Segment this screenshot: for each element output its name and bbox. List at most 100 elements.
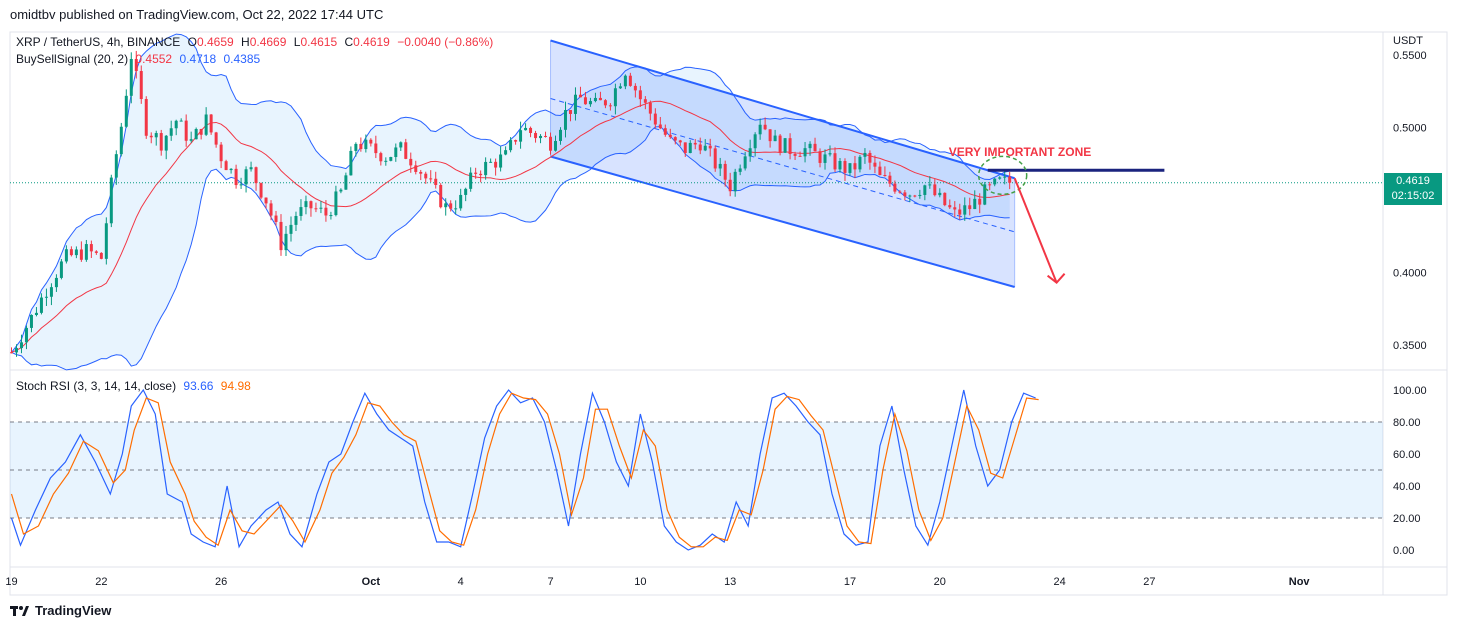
- candle: [509, 137, 513, 153]
- stoch-tick-label: 40.00: [1393, 481, 1421, 493]
- candle-body: [938, 192, 942, 196]
- stoch-name[interactable]: Stoch RSI (3, 3, 14, 14, close): [16, 379, 177, 393]
- candle-body: [603, 100, 607, 106]
- candle-body: [608, 105, 612, 107]
- candle: [499, 146, 503, 172]
- candle: [349, 146, 353, 176]
- candle-body: [578, 94, 582, 98]
- candle-body: [593, 97, 597, 102]
- candle: [199, 128, 203, 140]
- candle: [389, 156, 393, 162]
- candle: [64, 245, 68, 264]
- candle-body: [494, 161, 498, 168]
- candle: [299, 199, 303, 221]
- candle-body: [544, 135, 548, 137]
- candle: [803, 141, 807, 163]
- time-tick-label: 7: [547, 576, 553, 588]
- candle: [314, 202, 318, 213]
- candle-body: [988, 184, 992, 186]
- candle-body: [99, 252, 103, 259]
- candle-body: [209, 114, 213, 133]
- footer-brand[interactable]: TradingView: [35, 603, 112, 618]
- candle: [833, 147, 837, 172]
- candle-body: [454, 208, 458, 210]
- candle-body: [289, 224, 293, 234]
- candle: [269, 200, 273, 221]
- close-label: C0.4619: [344, 35, 390, 49]
- candle: [868, 150, 872, 170]
- candle: [753, 132, 757, 157]
- candle-body: [169, 128, 173, 136]
- candle: [109, 174, 113, 228]
- open-label: O0.4659: [187, 35, 234, 49]
- candle: [399, 141, 403, 151]
- candle-body: [254, 167, 258, 184]
- candle: [479, 170, 483, 183]
- candle-body: [249, 167, 253, 170]
- candle-body: [409, 158, 413, 166]
- price-tick-label: 0.4000: [1393, 268, 1427, 280]
- low-label: L0.4615: [293, 35, 338, 49]
- candle-body: [998, 177, 1002, 179]
- candle-body: [549, 136, 553, 151]
- candle-body: [728, 179, 732, 192]
- candle-body: [519, 130, 523, 142]
- candle-body: [933, 184, 937, 196]
- candle-body: [788, 138, 792, 155]
- candle: [364, 134, 368, 153]
- price-tick-label: 0.5000: [1393, 123, 1427, 135]
- candle-body: [204, 114, 208, 135]
- candle: [603, 99, 607, 109]
- candle-body: [149, 135, 153, 138]
- time-tick-label: 22: [95, 576, 107, 588]
- candle: [419, 169, 423, 181]
- candle-body: [883, 175, 887, 177]
- candle-body: [613, 88, 617, 107]
- candle-body: [184, 120, 188, 141]
- stoch-d-value: 94.98: [220, 379, 251, 393]
- candle: [219, 142, 223, 169]
- candle: [848, 163, 852, 176]
- time-tick-label: 19: [5, 576, 17, 588]
- candle-body: [748, 148, 752, 157]
- candle: [873, 155, 877, 174]
- candle-body: [978, 198, 982, 205]
- indicator-name[interactable]: BuySellSignal (20, 2): [16, 52, 129, 66]
- candle-body: [908, 195, 912, 197]
- candle: [628, 72, 632, 87]
- candle-body: [778, 135, 782, 153]
- candle-body: [29, 314, 33, 328]
- candle: [434, 171, 438, 189]
- candle: [998, 176, 1002, 180]
- candle-body: [1003, 176, 1007, 178]
- candle-body: [808, 143, 812, 149]
- bar-countdown: 02:15:02: [1391, 190, 1435, 202]
- candle-body: [344, 175, 348, 190]
- symbol-label[interactable]: XRP / TetherUS, 4h, BINANCE: [16, 35, 181, 49]
- candle: [683, 142, 687, 157]
- candle-body: [968, 205, 972, 210]
- candle-body: [14, 348, 18, 353]
- candle-body: [294, 215, 298, 225]
- candle: [549, 132, 553, 155]
- candle: [733, 168, 737, 197]
- candle-body: [399, 142, 403, 148]
- candle: [653, 108, 657, 129]
- candle: [968, 197, 972, 216]
- candle: [179, 118, 183, 122]
- candle: [504, 146, 508, 156]
- candle: [459, 188, 463, 211]
- candle-body: [19, 342, 23, 349]
- candle-body: [823, 154, 827, 163]
- candle: [743, 151, 747, 171]
- candle: [818, 148, 822, 168]
- candle-body: [838, 160, 842, 170]
- candle: [938, 188, 942, 198]
- candle: [14, 344, 18, 357]
- candle-body: [369, 139, 373, 144]
- candle-body: [164, 135, 168, 151]
- candle-body: [973, 198, 977, 210]
- zone-highlight-circle: [977, 155, 1028, 196]
- candle: [194, 127, 198, 140]
